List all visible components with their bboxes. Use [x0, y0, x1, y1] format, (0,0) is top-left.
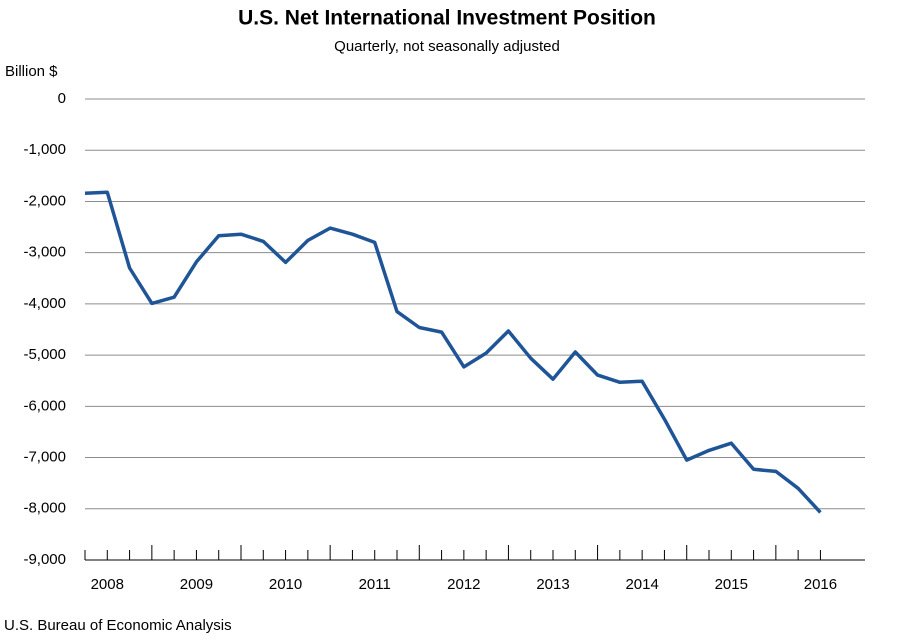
x-tick-label: 2012: [447, 576, 480, 593]
y-tick-label: -5,000: [23, 346, 66, 363]
x-tick-label: 2009: [180, 576, 213, 593]
chart-title: U.S. Net International Investment Positi…: [238, 7, 656, 30]
chart-subtitle: Quarterly, not seasonally adjusted: [334, 38, 560, 55]
x-tick-label: 2008: [91, 576, 124, 593]
y-axis-label: Billion $: [5, 63, 58, 80]
x-tick-label: 2015: [715, 576, 748, 593]
data-line: [84, 190, 822, 514]
y-tick-label: -1,000: [23, 141, 66, 158]
y-tick-label: -4,000: [23, 295, 66, 312]
x-tick-label: 2010: [269, 576, 302, 593]
x-tick-label: 2011: [359, 576, 391, 593]
y-tick-label: -3,000: [23, 244, 66, 261]
y-tick-label: -9,000: [23, 551, 66, 568]
y-tick-label: -7,000: [23, 449, 66, 466]
x-tick-label: 2014: [625, 576, 658, 593]
y-tick-label: -2,000: [23, 192, 66, 209]
y-tick-label: 0: [58, 90, 66, 107]
source-note: U.S. Bureau of Economic Analysis: [4, 617, 232, 634]
x-tick-label: 2013: [536, 576, 569, 593]
y-tick-label: -6,000: [23, 397, 66, 414]
x-tick-label: 2016: [804, 576, 837, 593]
y-tick-label: -8,000: [23, 500, 66, 517]
